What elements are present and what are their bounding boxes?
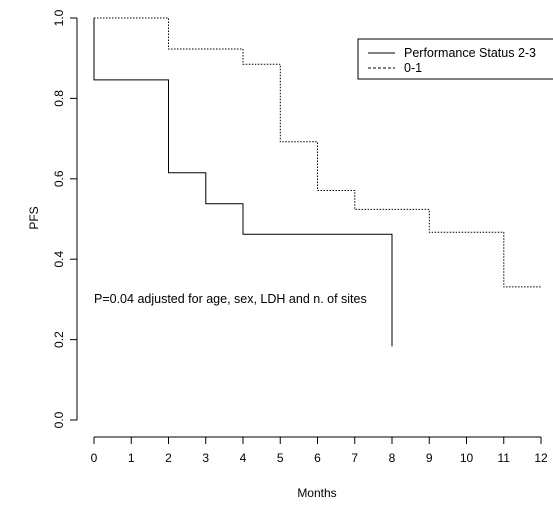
x-tick-label: 4	[240, 451, 247, 465]
y-tick-label: 1.0	[52, 9, 66, 26]
x-tick-label: 6	[314, 451, 321, 465]
legend-label-performance-status-2-3: Performance Status 2-3	[404, 46, 536, 60]
legend: Performance Status 2-3 0-1	[358, 39, 553, 79]
x-tick-label: 5	[277, 451, 284, 465]
x-tick-label: 10	[460, 451, 474, 465]
x-tick-label: 11	[498, 451, 511, 465]
x-tick-label: 9	[426, 451, 433, 465]
x-axis-title: Months	[297, 486, 336, 500]
legend-label-0-1: 0-1	[404, 61, 422, 75]
p-value-annotation: P=0.04 adjusted for age, sex, LDH and n.…	[94, 292, 367, 306]
y-axis-title: PFS	[27, 206, 41, 229]
y-tick-label: 0.4	[52, 251, 66, 268]
y-tick-label: 0.2	[52, 331, 66, 348]
x-axis: 0 1 2 3 4 5 6 7 8 9 10 11 12	[91, 437, 548, 465]
y-axis: 0.0 0.2 0.4 0.6 0.8 1.0	[52, 9, 77, 428]
x-tick-label: 2	[165, 451, 172, 465]
x-tick-label: 1	[128, 451, 135, 465]
x-tick-label: 0	[91, 451, 98, 465]
y-tick-label: 0.8	[52, 90, 66, 107]
y-tick-label: 0.0	[52, 411, 66, 428]
x-tick-label: 8	[389, 451, 396, 465]
x-tick-label: 7	[351, 451, 358, 465]
y-tick-label: 0.6	[52, 170, 66, 187]
x-tick-label: 12	[534, 451, 548, 465]
x-tick-label: 3	[202, 451, 209, 465]
